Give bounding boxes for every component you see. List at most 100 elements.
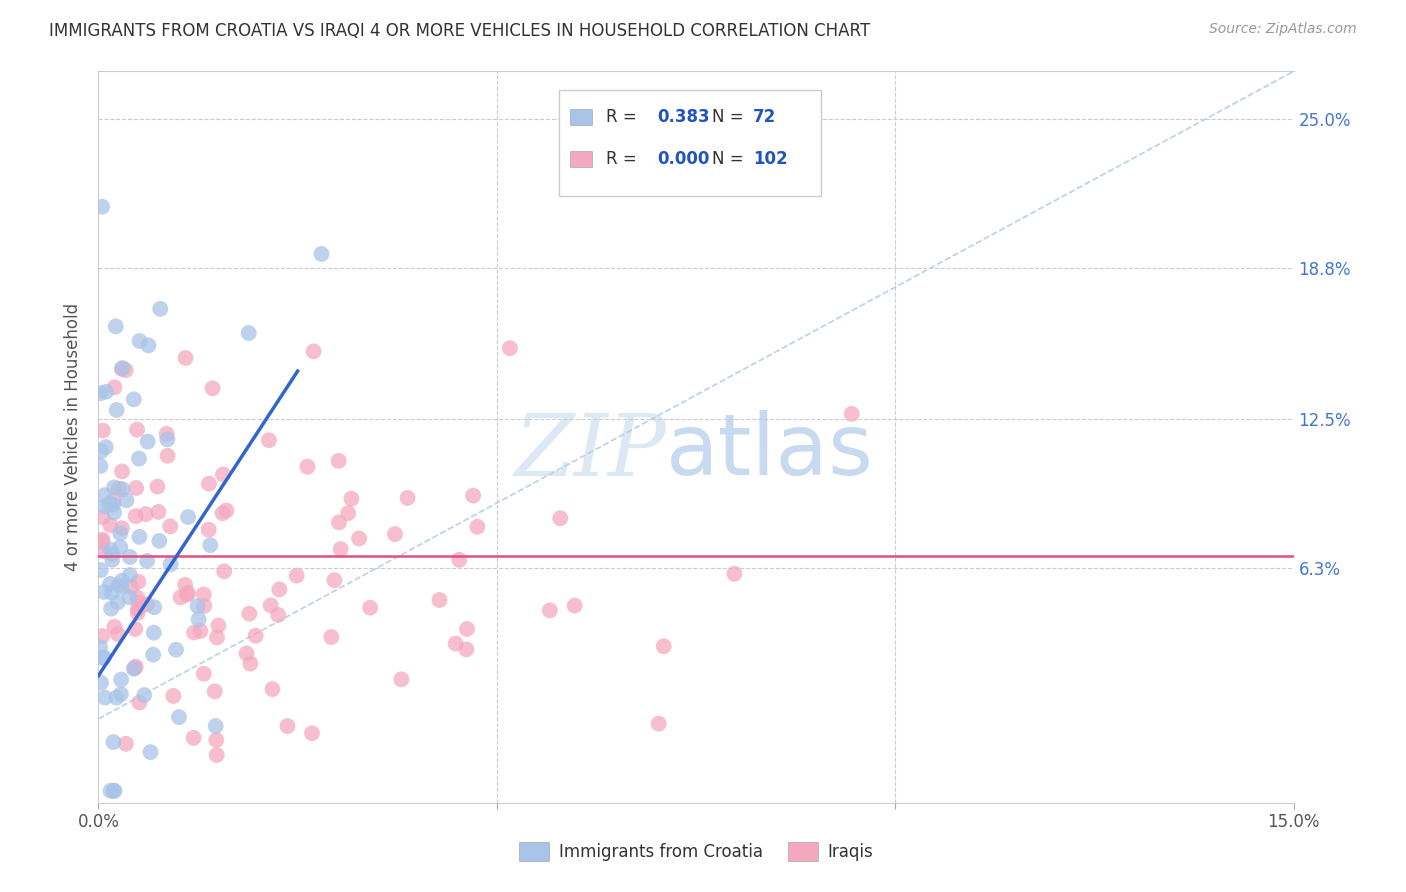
Text: IMMIGRANTS FROM CROATIA VS IRAQI 4 OR MORE VEHICLES IN HOUSEHOLD CORRELATION CHA: IMMIGRANTS FROM CROATIA VS IRAQI 4 OR MO… <box>49 22 870 40</box>
Point <box>197 523 219 537</box>
Point <box>103 505 125 519</box>
Point <box>143 600 166 615</box>
Point <box>301 726 323 740</box>
Point <box>177 510 200 524</box>
Point <box>124 661 146 675</box>
Point <box>128 530 150 544</box>
Point <box>103 493 125 508</box>
Point <box>115 737 138 751</box>
Point <box>204 719 226 733</box>
Point <box>183 731 205 745</box>
Text: 0.000: 0.000 <box>658 150 710 168</box>
Point <box>128 451 150 466</box>
Point <box>148 533 170 548</box>
Point <box>159 558 181 572</box>
Point <box>91 510 114 524</box>
Point <box>110 526 132 541</box>
Point <box>138 338 160 352</box>
Point <box>115 493 138 508</box>
Point <box>647 716 669 731</box>
Point <box>127 591 149 605</box>
Point <box>285 568 308 582</box>
Point <box>91 424 114 438</box>
Point <box>118 549 141 564</box>
Point <box>337 506 360 520</box>
Point <box>165 642 187 657</box>
Point <box>429 593 451 607</box>
Point <box>118 591 141 605</box>
Point <box>329 542 352 557</box>
Text: ZIP: ZIP <box>515 410 666 493</box>
Point <box>120 580 142 594</box>
Point <box>93 650 115 665</box>
Point <box>200 538 222 552</box>
Point <box>111 361 134 376</box>
Point <box>128 334 150 348</box>
Point <box>111 521 134 535</box>
Point <box>124 509 146 524</box>
Point <box>841 407 863 421</box>
Point <box>162 689 184 703</box>
Point <box>142 625 165 640</box>
Point <box>122 392 145 407</box>
Point <box>93 500 115 514</box>
Point <box>193 587 215 601</box>
Point <box>548 511 571 525</box>
Point <box>135 507 157 521</box>
Point <box>111 482 134 496</box>
Point <box>125 481 148 495</box>
Point <box>159 519 181 533</box>
Point <box>205 733 228 747</box>
Point <box>212 467 235 482</box>
Point <box>201 381 224 395</box>
Point <box>124 622 146 636</box>
Point <box>94 690 117 705</box>
Point <box>149 301 172 316</box>
Point <box>235 647 257 661</box>
Point <box>118 568 141 582</box>
Point <box>193 666 215 681</box>
Point <box>103 784 125 798</box>
Point <box>187 599 209 613</box>
Point <box>456 642 478 657</box>
Point <box>183 625 205 640</box>
Point <box>127 574 149 589</box>
Point <box>103 480 125 494</box>
Point <box>93 544 115 558</box>
Point <box>467 520 489 534</box>
Text: atlas: atlas <box>666 410 875 493</box>
Text: N =: N = <box>711 109 744 127</box>
Point <box>205 747 228 762</box>
Point <box>90 444 112 458</box>
Point <box>205 631 228 645</box>
Point <box>174 578 197 592</box>
Point <box>167 710 190 724</box>
Point <box>239 657 262 671</box>
Point <box>449 553 471 567</box>
Point <box>114 363 136 377</box>
Point <box>156 433 179 447</box>
Point <box>128 596 150 610</box>
Point <box>156 449 179 463</box>
Point <box>169 591 191 605</box>
Point <box>98 518 121 533</box>
Point <box>204 684 226 698</box>
Point <box>538 603 561 617</box>
Point <box>148 505 170 519</box>
Point <box>104 319 127 334</box>
Point <box>190 624 212 638</box>
Point <box>207 618 229 632</box>
Point <box>91 200 114 214</box>
Point <box>328 454 350 468</box>
Point <box>359 600 381 615</box>
Text: 0.383: 0.383 <box>658 109 710 127</box>
Point <box>110 687 132 701</box>
Point <box>90 675 112 690</box>
Point <box>156 426 179 441</box>
Point <box>321 630 343 644</box>
FancyBboxPatch shape <box>571 110 592 126</box>
Point <box>323 573 346 587</box>
Text: 102: 102 <box>754 150 787 168</box>
Point <box>107 595 129 609</box>
Point <box>111 465 134 479</box>
